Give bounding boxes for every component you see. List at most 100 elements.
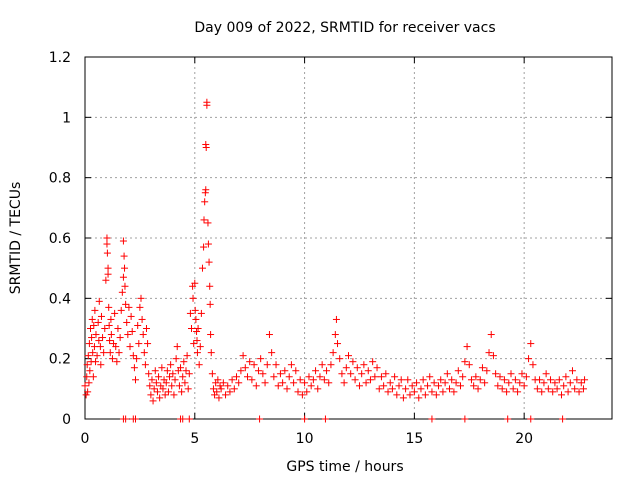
data-point <box>516 379 524 387</box>
data-point <box>139 331 147 339</box>
y-tick-label: 0 <box>62 412 71 428</box>
data-point <box>241 364 249 372</box>
data-point <box>202 144 210 151</box>
data-point <box>430 379 438 387</box>
data-point <box>481 379 489 387</box>
data-point <box>243 373 251 381</box>
data-point <box>441 379 449 387</box>
data-point <box>329 349 337 357</box>
data-point <box>301 415 309 423</box>
axis-ticks <box>84 56 612 420</box>
data-point <box>571 385 579 393</box>
data-point <box>544 385 552 393</box>
data-point <box>237 367 245 375</box>
x-tick-label: 20 <box>515 431 533 447</box>
data-point <box>135 340 143 348</box>
data-point <box>130 364 138 372</box>
data-point <box>470 382 478 390</box>
data-point <box>127 312 135 320</box>
data-point <box>120 252 128 260</box>
data-point <box>213 388 221 396</box>
data-point <box>82 391 90 399</box>
data-point <box>123 318 131 326</box>
data-point <box>113 358 121 366</box>
data-point <box>205 258 213 266</box>
data-point <box>105 321 113 329</box>
data-point <box>307 382 315 390</box>
data-point <box>214 376 222 384</box>
data-point <box>500 376 508 384</box>
data-point <box>518 370 526 378</box>
data-point <box>129 352 137 360</box>
data-point <box>551 379 559 387</box>
data-point <box>83 361 91 369</box>
data-point <box>270 373 278 381</box>
data-point <box>435 382 443 390</box>
data-point <box>121 282 129 290</box>
data-point <box>85 340 93 348</box>
data-point <box>182 367 190 375</box>
data-point <box>331 331 339 339</box>
data-point <box>153 388 161 396</box>
data-point <box>191 279 199 287</box>
data-point <box>88 315 96 323</box>
data-point <box>117 306 125 314</box>
y-tick-label: 0.2 <box>49 352 71 368</box>
data-point <box>126 343 134 351</box>
data-point <box>494 382 502 390</box>
data-point <box>95 337 103 345</box>
data-point <box>147 391 155 399</box>
data-point <box>101 325 109 332</box>
data-point <box>342 364 350 372</box>
data-point <box>426 373 434 381</box>
x-tick-label: 5 <box>190 431 199 447</box>
data-point <box>122 415 130 423</box>
y-tick-label: 0.6 <box>49 231 71 247</box>
data-point <box>239 352 247 360</box>
data-point <box>527 340 535 348</box>
data-point <box>509 385 517 393</box>
data-point <box>142 325 150 332</box>
data-point <box>193 328 201 336</box>
data-point <box>166 373 174 381</box>
data-point <box>562 373 570 381</box>
data-point <box>476 376 484 384</box>
data-point <box>173 343 181 351</box>
data-point <box>204 240 212 248</box>
data-point <box>119 237 127 245</box>
data-point <box>102 276 110 284</box>
data-point <box>190 340 198 348</box>
y-tick-label: 1 <box>62 110 71 126</box>
data-point <box>197 309 205 317</box>
data-point <box>386 379 394 387</box>
data-point <box>112 343 120 351</box>
data-point <box>496 373 504 381</box>
data-point <box>81 382 89 390</box>
data-point <box>204 219 212 227</box>
data-point <box>193 349 201 357</box>
data-point <box>323 367 331 375</box>
data-point <box>172 355 180 363</box>
data-point <box>450 388 458 396</box>
data-point <box>573 376 581 384</box>
data-point <box>340 379 348 387</box>
data-point <box>91 306 99 314</box>
data-point <box>349 358 357 366</box>
data-point <box>296 376 304 384</box>
data-point <box>228 376 236 384</box>
data-point <box>192 315 200 323</box>
data-point <box>151 367 159 375</box>
data-point <box>226 388 234 396</box>
data-point <box>263 361 271 369</box>
data-point <box>424 382 432 390</box>
y-tick-label: 0.8 <box>49 171 71 187</box>
data-point <box>189 294 197 302</box>
x-tick-label: 0 <box>81 431 90 447</box>
data-point <box>413 379 421 387</box>
data-point <box>150 385 158 393</box>
data-point <box>159 385 167 393</box>
data-point <box>553 385 561 393</box>
data-point <box>485 349 493 357</box>
data-point <box>215 394 223 402</box>
data-point <box>94 318 102 326</box>
